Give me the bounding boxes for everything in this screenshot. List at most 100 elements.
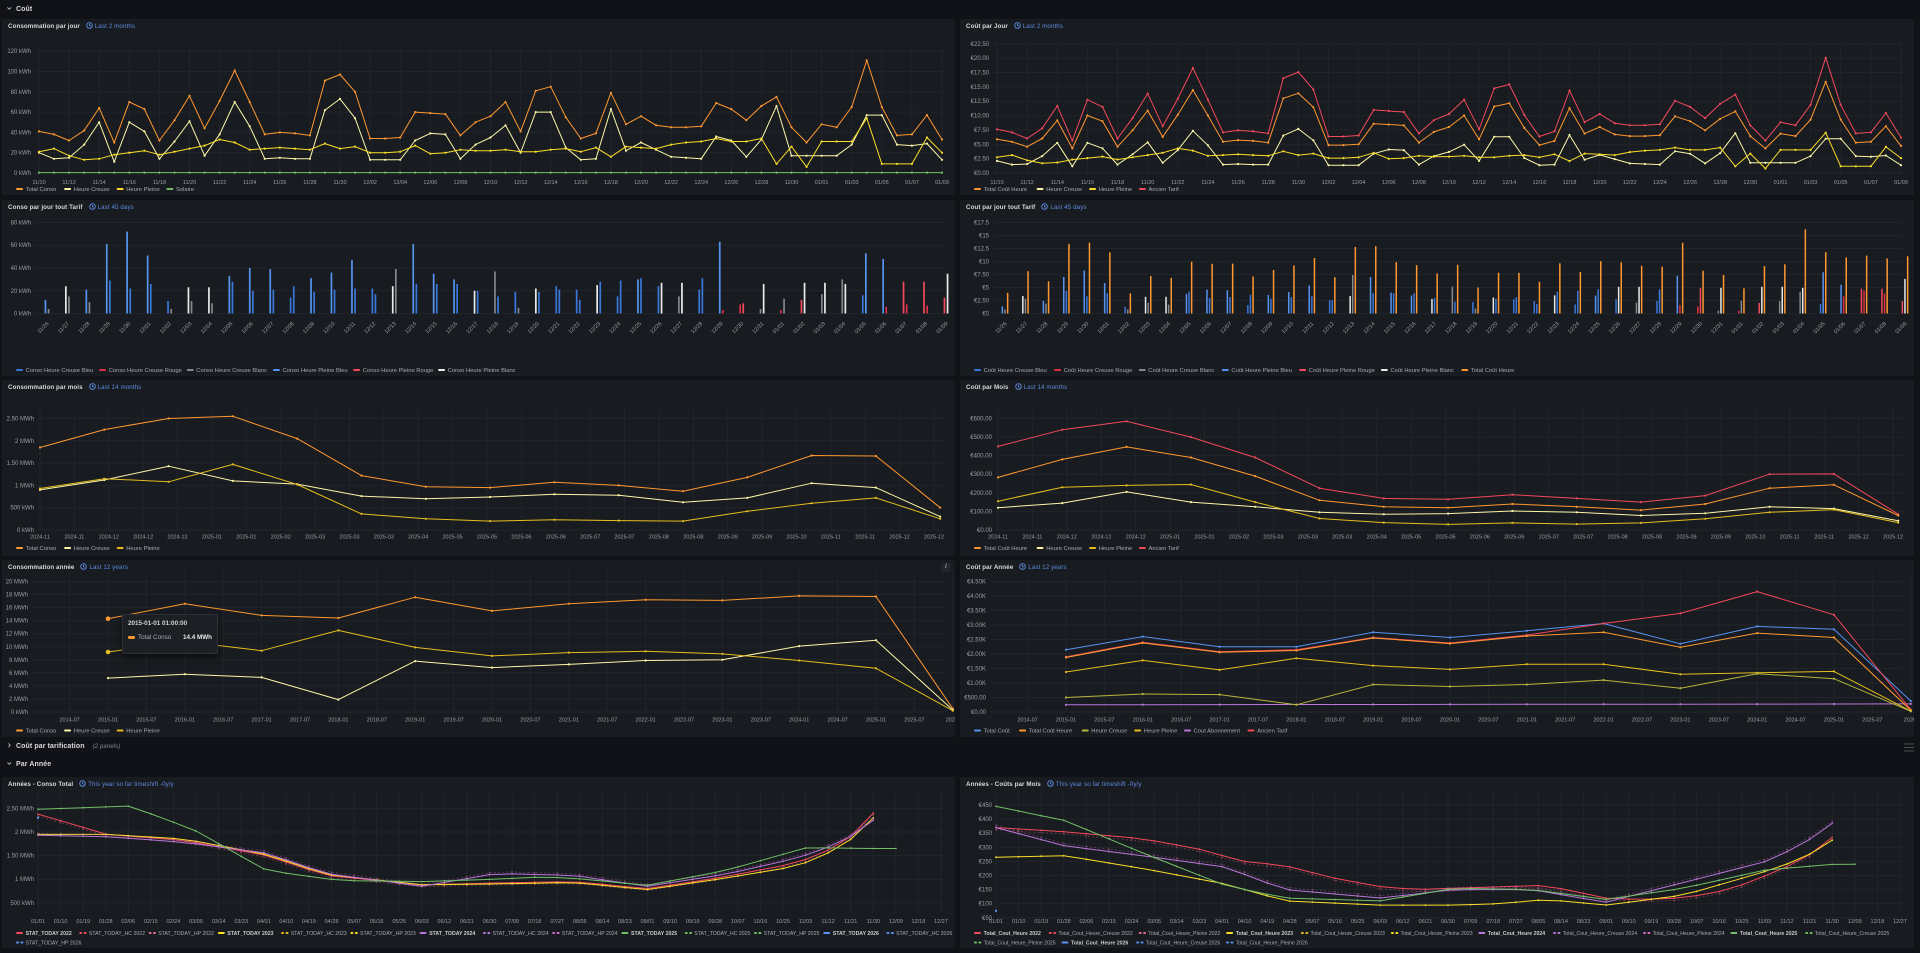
- svg-text:2024-11: 2024-11: [30, 535, 50, 541]
- svg-text:05/16: 05/16: [370, 919, 384, 925]
- svg-text:01/01: 01/01: [815, 180, 829, 186]
- svg-text:06/12: 06/12: [1396, 919, 1410, 925]
- svg-text:1.50 MWh: 1.50 MWh: [7, 854, 34, 860]
- svg-text:02/15: 02/15: [1102, 919, 1116, 925]
- svg-text:Total Coût Heure: Total Coût Heure: [1029, 728, 1073, 734]
- svg-text:11/30: 11/30: [867, 919, 880, 925]
- svg-text:Total_Cout_Heure 2023: Total_Cout_Heure 2023: [1236, 931, 1293, 937]
- svg-text:07/18: 07/18: [1486, 919, 1500, 925]
- svg-text:2015-01: 2015-01: [98, 718, 118, 724]
- svg-text:11/29: 11/29: [98, 321, 112, 335]
- svg-text:€0.00: €0.00: [974, 171, 990, 177]
- svg-text:2021-01: 2021-01: [559, 718, 579, 724]
- svg-text:12/12: 12/12: [363, 321, 377, 335]
- svg-text:12/05: 12/05: [220, 321, 234, 335]
- svg-text:STAT_TODAY_HC 2026: STAT_TODAY_HC 2026: [896, 931, 952, 937]
- svg-text:80 kWh: 80 kWh: [11, 221, 31, 227]
- svg-text:11/10: 11/10: [32, 180, 45, 186]
- svg-text:12/18: 12/18: [912, 919, 926, 925]
- svg-text:€0: €0: [982, 312, 989, 318]
- svg-text:12/08: 12/08: [1412, 180, 1426, 186]
- svg-text:40 kWh: 40 kWh: [11, 266, 31, 272]
- svg-text:11/30: 11/30: [118, 321, 132, 335]
- svg-text:11/28: 11/28: [303, 180, 316, 186]
- svg-text:12/18: 12/18: [604, 180, 618, 186]
- svg-text:14 MWh: 14 MWh: [6, 619, 28, 625]
- svg-text:STAT_TODAY_HC 2023: STAT_TODAY_HC 2023: [291, 931, 347, 937]
- svg-text:2025-06: 2025-06: [1470, 535, 1490, 541]
- svg-text:2025-04: 2025-04: [1367, 535, 1387, 541]
- svg-text:12/02: 12/02: [1322, 180, 1336, 186]
- svg-text:04/19: 04/19: [1260, 919, 1274, 925]
- svg-text:12/03: 12/03: [179, 321, 193, 335]
- svg-text:2025-12: 2025-12: [890, 535, 910, 541]
- svg-text:2025-10: 2025-10: [786, 535, 806, 541]
- svg-text:2014-07: 2014-07: [1018, 718, 1038, 724]
- svg-text:Total_Cout_Heure 2026: Total_Cout_Heure 2026: [1071, 940, 1128, 946]
- svg-text:2025-11: 2025-11: [1780, 535, 1800, 541]
- svg-text:2.50 MWh: 2.50 MWh: [7, 417, 34, 423]
- svg-text:12/29: 12/29: [1669, 321, 1683, 335]
- svg-text:12/24: 12/24: [1653, 180, 1667, 186]
- svg-text:2024-07: 2024-07: [1786, 718, 1806, 724]
- svg-text:2020-01: 2020-01: [482, 718, 502, 724]
- svg-text:02/06: 02/06: [1080, 919, 1094, 925]
- svg-text:2024-11: 2024-11: [1023, 535, 1043, 541]
- svg-text:11/12: 11/12: [1020, 180, 1033, 186]
- svg-text:2 MWh: 2 MWh: [9, 697, 28, 703]
- svg-text:500 kWh: 500 kWh: [10, 506, 34, 512]
- svg-text:11/26: 11/26: [273, 180, 286, 186]
- svg-text:01/05: 01/05: [854, 321, 868, 335]
- svg-text:11/22: 11/22: [213, 180, 226, 186]
- svg-text:01/10: 01/10: [54, 919, 68, 925]
- svg-text:11/26: 11/26: [1231, 180, 1244, 186]
- svg-text:12/23: 12/23: [588, 321, 602, 335]
- svg-text:11/21: 11/21: [1803, 919, 1816, 925]
- svg-text:STAT_TODAY_HP 2023: STAT_TODAY_HP 2023: [360, 931, 416, 937]
- svg-text:12/06: 12/06: [241, 321, 255, 335]
- svg-text:2025-09: 2025-09: [752, 535, 772, 541]
- svg-text:Coût Heure Creuse Blanc: Coût Heure Creuse Blanc: [1148, 368, 1214, 374]
- svg-text:€250: €250: [979, 859, 993, 865]
- svg-text:2025-07: 2025-07: [614, 535, 634, 541]
- svg-text:01/03: 01/03: [845, 180, 859, 186]
- svg-text:01/01: 01/01: [1731, 321, 1745, 335]
- svg-text:2019-01: 2019-01: [405, 718, 425, 724]
- svg-text:12/15: 12/15: [1383, 321, 1397, 335]
- svg-text:2022-01: 2022-01: [636, 718, 656, 724]
- svg-text:12/10: 12/10: [1442, 180, 1456, 186]
- svg-text:2015-07: 2015-07: [136, 718, 156, 724]
- svg-text:2018-07: 2018-07: [1325, 718, 1345, 724]
- svg-text:12/22: 12/22: [1526, 321, 1540, 335]
- svg-text:12/21: 12/21: [1506, 321, 1520, 335]
- svg-text:2025-05: 2025-05: [477, 535, 497, 541]
- svg-text:12/16: 12/16: [1533, 180, 1547, 186]
- svg-text:2025-05: 2025-05: [1401, 535, 1421, 541]
- svg-text:12/06: 12/06: [423, 180, 437, 186]
- svg-text:12/05: 12/05: [1179, 321, 1193, 335]
- svg-text:12/25: 12/25: [629, 321, 643, 335]
- svg-text:Heure Pleine: Heure Pleine: [1144, 728, 1178, 734]
- svg-text:100 kWh: 100 kWh: [7, 70, 31, 76]
- svg-text:07/27: 07/27: [550, 919, 564, 925]
- svg-text:2019-07: 2019-07: [444, 718, 464, 724]
- svg-text:€4.50K: €4.50K: [967, 580, 986, 586]
- svg-text:01/02: 01/02: [792, 321, 806, 335]
- svg-text:2025-05: 2025-05: [1435, 535, 1455, 541]
- svg-text:Conso Heure Pleine Bleu: Conso Heure Pleine Bleu: [283, 368, 348, 374]
- svg-text:04/10: 04/10: [1238, 919, 1252, 925]
- svg-text:08/14: 08/14: [1554, 919, 1568, 925]
- svg-text:03/14: 03/14: [1170, 919, 1184, 925]
- svg-text:1 MWh: 1 MWh: [15, 483, 34, 489]
- svg-text:12/01: 12/01: [139, 321, 153, 335]
- svg-text:2025-01: 2025-01: [202, 535, 222, 541]
- svg-text:12/20: 12/20: [1485, 321, 1499, 335]
- svg-text:€12.50: €12.50: [971, 99, 990, 105]
- svg-text:12/09: 12/09: [889, 919, 903, 925]
- svg-text:01/06: 01/06: [874, 321, 888, 335]
- svg-text:12/18: 12/18: [486, 321, 500, 335]
- svg-text:02/24: 02/24: [167, 919, 181, 925]
- svg-text:€300: €300: [979, 845, 993, 851]
- svg-text:11/18: 11/18: [1111, 180, 1124, 186]
- svg-text:2025-03: 2025-03: [374, 535, 394, 541]
